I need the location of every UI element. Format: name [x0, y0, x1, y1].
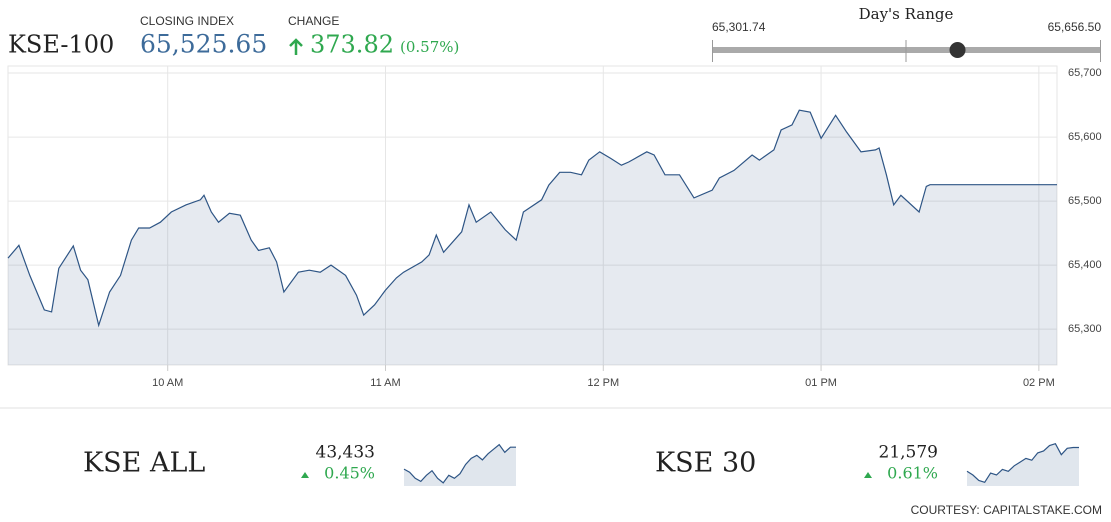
x-tick-label: 01 PM	[805, 377, 837, 389]
spark-area	[967, 443, 1079, 486]
market-name: KSE ALL	[83, 448, 205, 479]
y-tick-label: 65,300	[1068, 323, 1102, 335]
range-high: 65,656.50	[1048, 20, 1102, 34]
range-ticks	[712, 40, 1101, 62]
footer: COURTESY: CAPITALSTAKE.COM	[911, 503, 1102, 517]
y-tick-label: 65,700	[1068, 67, 1102, 79]
x-tick-label: 12 PM	[587, 377, 619, 389]
up-arrow	[289, 38, 303, 55]
range-marker	[949, 42, 966, 58]
plot-frame	[7, 65, 1058, 366]
closing-label: CLOSING INDEX	[140, 14, 234, 28]
x-tick-label: 11 AM	[370, 377, 400, 389]
spark-line	[966, 442, 1079, 484]
spark-area	[404, 444, 516, 486]
line	[7, 109, 1057, 328]
y-tick-label: 65,600	[1068, 131, 1102, 143]
change-label: CHANGE	[288, 14, 339, 28]
y-tick-label: 65,500	[1068, 195, 1102, 207]
up-triangle	[864, 472, 872, 478]
market-value: 21,579	[879, 443, 938, 463]
up-triangle	[301, 472, 309, 478]
market-change: 0.45%	[324, 464, 375, 483]
closing-value: 65,525.65	[140, 30, 267, 59]
x-tick-label: 10 AM	[152, 377, 183, 389]
change-percent: (0.57%)	[400, 38, 459, 56]
index-name: KSE-100	[8, 31, 114, 59]
market-change: 0.61%	[887, 464, 938, 483]
area	[8, 110, 1057, 365]
y-tick-label: 65,400	[1068, 259, 1102, 271]
change-value: 373.82	[310, 31, 394, 59]
x-tick-label: 02 PM	[1023, 377, 1055, 389]
market-name: KSE 30	[655, 448, 756, 479]
spark-line	[403, 443, 516, 484]
market-value: 43,433	[316, 443, 375, 463]
range-low: 65,301.74	[712, 20, 766, 34]
range-title: Day's Range	[859, 5, 954, 23]
